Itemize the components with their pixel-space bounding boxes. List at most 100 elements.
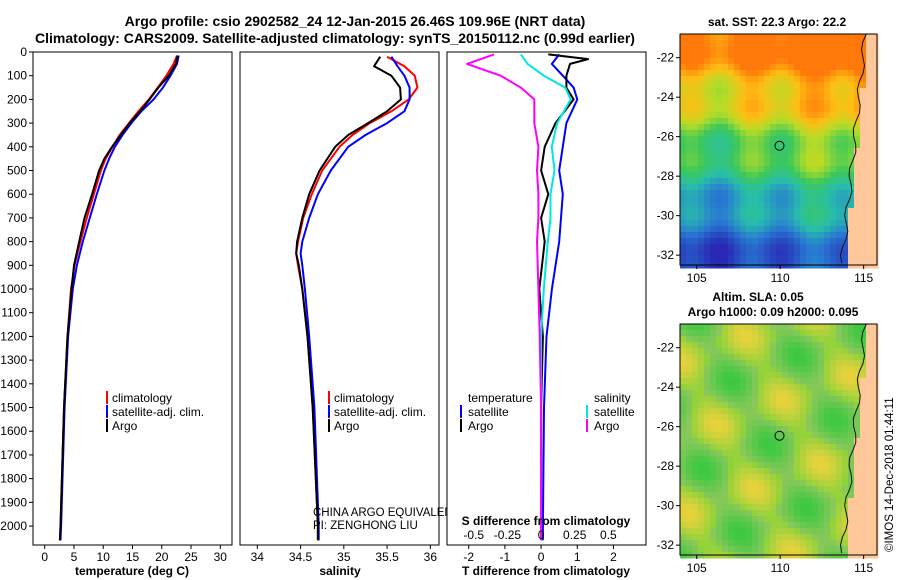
map-cell	[752, 528, 759, 535]
map-cell	[764, 178, 771, 185]
map-cell	[806, 372, 813, 379]
map-cell	[812, 324, 819, 331]
map-cell	[824, 516, 831, 523]
map-cell	[752, 58, 759, 65]
map-cell	[818, 100, 825, 107]
map-cell	[752, 106, 759, 113]
map-cell	[692, 384, 699, 391]
map-cell	[770, 336, 777, 343]
map-cell	[728, 408, 735, 415]
map-cell	[692, 522, 699, 529]
map-cell	[836, 34, 843, 41]
map-cell	[770, 190, 777, 197]
map-cell	[722, 378, 729, 385]
map-cell	[836, 58, 843, 65]
map-cell	[686, 52, 693, 59]
map-cell	[698, 208, 705, 215]
map-cell	[716, 396, 723, 403]
map-cell	[770, 348, 777, 355]
map-cell	[860, 534, 867, 541]
map-cell	[698, 414, 705, 421]
temperature-xlabel: temperature (deg C)	[75, 564, 189, 578]
map-cell	[716, 238, 723, 245]
map-cell	[728, 232, 735, 239]
map-cell	[830, 456, 837, 463]
map-cell	[806, 528, 813, 535]
map-cell	[758, 372, 765, 379]
map-cell	[806, 534, 813, 541]
map-cell	[860, 510, 867, 517]
map-cell	[854, 354, 861, 361]
map-cell	[722, 196, 729, 203]
map-cell	[836, 88, 843, 95]
map-cell	[680, 148, 687, 155]
map-cell	[854, 220, 861, 227]
map-cell	[716, 378, 723, 385]
map-cell	[716, 450, 723, 457]
map-cell	[758, 444, 765, 451]
map-cell	[860, 354, 867, 361]
map-cell	[770, 366, 777, 373]
map-cell	[746, 498, 753, 505]
map-cell	[800, 154, 807, 161]
map-cell	[866, 46, 873, 53]
series-line-argo	[58, 55, 179, 541]
map-cell	[836, 172, 843, 179]
map-cell	[722, 100, 729, 107]
map-cell	[752, 372, 759, 379]
map-cell	[788, 46, 795, 53]
map-cell	[860, 82, 867, 89]
map-cell	[758, 190, 765, 197]
map-x-tick-label: 105	[687, 271, 707, 285]
map-cell	[830, 148, 837, 155]
map-cell	[686, 492, 693, 499]
map-cell	[824, 378, 831, 385]
map-cell	[818, 516, 825, 523]
map-cell	[800, 76, 807, 83]
map-cell	[758, 220, 765, 227]
map-cell	[872, 480, 879, 487]
map-cell	[836, 330, 843, 337]
map-cell	[860, 402, 867, 409]
map-cell	[872, 348, 879, 355]
map-cell	[794, 522, 801, 529]
map-cell	[710, 196, 717, 203]
map-cell	[812, 468, 819, 475]
map-cell	[752, 456, 759, 463]
map-cell	[842, 232, 849, 239]
map-cell	[770, 58, 777, 65]
map-cell	[782, 408, 789, 415]
map-cell	[680, 438, 687, 445]
map-cell	[836, 486, 843, 493]
map-cell	[848, 256, 855, 263]
map-cell	[836, 226, 843, 233]
sla-map-ticks: 105 110 115-22-24-26-28-30-32	[657, 341, 874, 575]
map-cell	[692, 34, 699, 41]
map-cell	[680, 64, 687, 71]
map-cell	[866, 324, 873, 331]
map-cell	[740, 540, 747, 547]
map-cell	[728, 420, 735, 427]
map-cell	[776, 112, 783, 119]
map-cell	[842, 178, 849, 185]
map-cell	[794, 414, 801, 421]
map-cell	[770, 160, 777, 167]
map-cell	[704, 366, 711, 373]
map-cell	[818, 354, 825, 361]
map-cell	[776, 190, 783, 197]
map-cell	[704, 528, 711, 535]
map-cell	[842, 52, 849, 59]
map-cell	[752, 196, 759, 203]
map-cell	[752, 136, 759, 143]
map-cell	[800, 420, 807, 427]
map-cell	[710, 214, 717, 221]
map-cell	[764, 330, 771, 337]
map-cell	[680, 136, 687, 143]
map-cell	[866, 450, 873, 457]
map-cell	[740, 360, 747, 367]
map-cell	[812, 226, 819, 233]
map-cell	[764, 166, 771, 173]
map-cell	[710, 184, 717, 191]
map-cell	[746, 82, 753, 89]
map-cell	[818, 106, 825, 113]
